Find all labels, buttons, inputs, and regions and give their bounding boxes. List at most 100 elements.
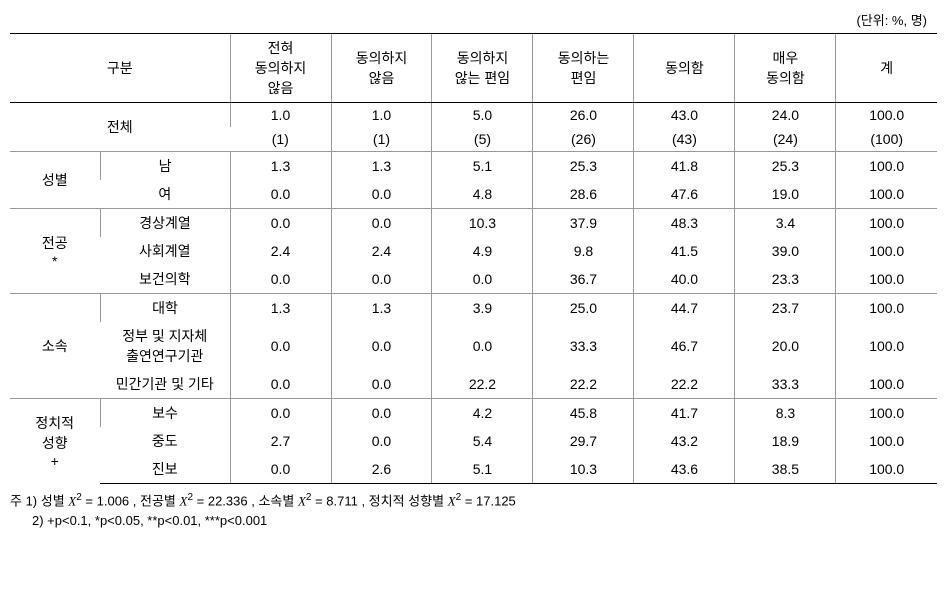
cell: 1.0 <box>331 103 432 128</box>
cell: 22.2 <box>634 370 735 399</box>
cell: 47.6 <box>634 180 735 209</box>
cell: 3.4 <box>735 209 836 238</box>
cell: 10.3 <box>533 455 634 484</box>
table-row: 정치적성향+ 보수 0.0 0.0 4.2 45.8 41.7 8.3 100.… <box>10 399 937 428</box>
col-c4: 동의하는편임 <box>533 34 634 103</box>
cell: 0.0 <box>432 322 533 370</box>
cell: 0.0 <box>432 265 533 294</box>
group-label: 소속 <box>10 294 100 399</box>
table-row: 정부 및 지자체출연연구기관 0.0 0.0 0.0 33.3 46.7 20.… <box>10 322 937 370</box>
cell: 25.0 <box>533 294 634 323</box>
col-c6: 매우동의함 <box>735 34 836 103</box>
sub-label: 보수 <box>100 399 230 428</box>
cell: 100.0 <box>836 209 937 238</box>
cell: 44.7 <box>634 294 735 323</box>
table-row: 여 0.0 0.0 4.8 28.6 47.6 19.0 100.0 <box>10 180 937 209</box>
cell: 2.7 <box>230 427 331 455</box>
cell: 3.9 <box>432 294 533 323</box>
sub-label: 진보 <box>100 455 230 484</box>
sub-label: 보건의학 <box>100 265 230 294</box>
cell: 100.0 <box>836 427 937 455</box>
cell: 8.3 <box>735 399 836 428</box>
cell: 10.3 <box>432 209 533 238</box>
cell: 1.3 <box>331 294 432 323</box>
cell: 100.0 <box>836 265 937 294</box>
footnote-1: 주 1) 성별 X2 = 1.006 , 전공별 X2 = 22.336 , 소… <box>10 490 937 511</box>
col-c3: 동의하지않는 편임 <box>432 34 533 103</box>
cell: (24) <box>735 127 836 152</box>
footnotes: 주 1) 성별 X2 = 1.006 , 전공별 X2 = 22.336 , 소… <box>10 490 937 530</box>
cell: 1.0 <box>230 103 331 128</box>
cell: 0.0 <box>230 399 331 428</box>
sub-label: 정부 및 지자체출연연구기관 <box>100 322 230 370</box>
cell: 43.2 <box>634 427 735 455</box>
cell: 18.9 <box>735 427 836 455</box>
cell: 5.0 <box>432 103 533 128</box>
total-label: 전체 <box>10 103 230 152</box>
unit-label: (단위: %, 명) <box>10 10 937 29</box>
cell: 2.6 <box>331 455 432 484</box>
cell: 45.8 <box>533 399 634 428</box>
cell: 48.3 <box>634 209 735 238</box>
cell: 9.8 <box>533 237 634 265</box>
cell: 26.0 <box>533 103 634 128</box>
cell: 1.3 <box>230 152 331 181</box>
table-row: 소속 대학 1.3 1.3 3.9 25.0 44.7 23.7 100.0 <box>10 294 937 323</box>
col-c7: 계 <box>836 34 937 103</box>
cell: 25.3 <box>533 152 634 181</box>
col-category: 구분 <box>10 34 230 103</box>
cell: (100) <box>836 127 937 152</box>
cell: 37.9 <box>533 209 634 238</box>
cell: 100.0 <box>836 103 937 128</box>
cell: 22.2 <box>533 370 634 399</box>
group-label: 성별 <box>10 152 100 209</box>
cell: 46.7 <box>634 322 735 370</box>
cell: 4.8 <box>432 180 533 209</box>
cell: 24.0 <box>735 103 836 128</box>
cell: 0.0 <box>230 322 331 370</box>
cell: 33.3 <box>533 322 634 370</box>
cell: 5.1 <box>432 455 533 484</box>
cell: 29.7 <box>533 427 634 455</box>
cell: 0.0 <box>230 370 331 399</box>
sub-label: 대학 <box>100 294 230 323</box>
cell: 0.0 <box>230 265 331 294</box>
cell: 100.0 <box>836 455 937 484</box>
sub-label: 경상계열 <box>100 209 230 238</box>
cell: 22.2 <box>432 370 533 399</box>
cell: 25.3 <box>735 152 836 181</box>
table-row: 보건의학 0.0 0.0 0.0 36.7 40.0 23.3 100.0 <box>10 265 937 294</box>
table-row: 사회계열 2.4 2.4 4.9 9.8 41.5 39.0 100.0 <box>10 237 937 265</box>
cell: 0.0 <box>331 399 432 428</box>
cell: 41.5 <box>634 237 735 265</box>
cell: 43.6 <box>634 455 735 484</box>
cell: 28.6 <box>533 180 634 209</box>
cell: 43.0 <box>634 103 735 128</box>
cell: 0.0 <box>331 209 432 238</box>
table-row: 전공* 경상계열 0.0 0.0 10.3 37.9 48.3 3.4 100.… <box>10 209 937 238</box>
cell: (1) <box>230 127 331 152</box>
table-row: 진보 0.0 2.6 5.1 10.3 43.6 38.5 100.0 <box>10 455 937 484</box>
cell: 0.0 <box>230 180 331 209</box>
table-row: 민간기관 및 기타 0.0 0.0 22.2 22.2 22.2 33.3 10… <box>10 370 937 399</box>
sub-label: 여 <box>100 180 230 209</box>
cell: 100.0 <box>836 370 937 399</box>
cell: 100.0 <box>836 237 937 265</box>
cell: (43) <box>634 127 735 152</box>
cell: 39.0 <box>735 237 836 265</box>
cell: 100.0 <box>836 399 937 428</box>
cell: 2.4 <box>331 237 432 265</box>
cell: 0.0 <box>331 322 432 370</box>
cell: 0.0 <box>331 427 432 455</box>
table-row: 성별 남 1.3 1.3 5.1 25.3 41.8 25.3 100.0 <box>10 152 937 181</box>
cell: 100.0 <box>836 152 937 181</box>
col-c1: 전혀동의하지않음 <box>230 34 331 103</box>
cell: 23.7 <box>735 294 836 323</box>
cell: 0.0 <box>230 455 331 484</box>
cell: 40.0 <box>634 265 735 294</box>
cell: 19.0 <box>735 180 836 209</box>
cell: 0.0 <box>331 180 432 209</box>
cell: 36.7 <box>533 265 634 294</box>
col-c2: 동의하지않음 <box>331 34 432 103</box>
cell: 100.0 <box>836 294 937 323</box>
